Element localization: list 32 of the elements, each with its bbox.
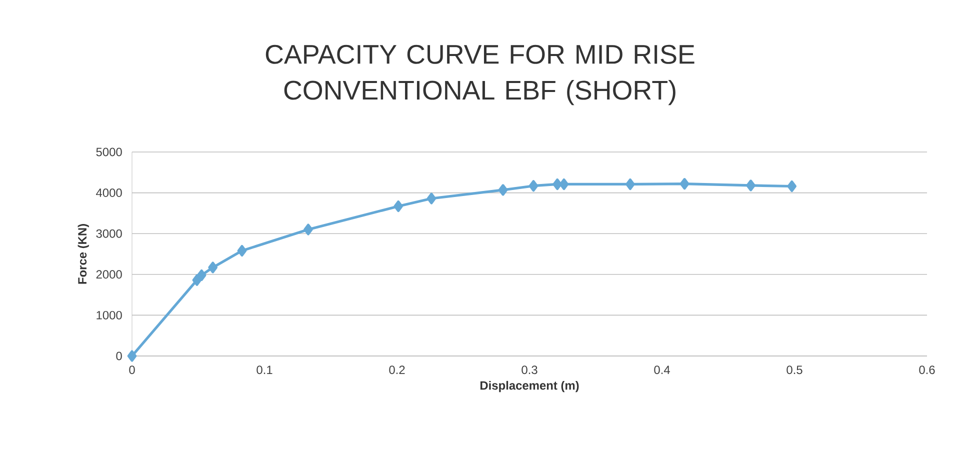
y-tick-label: 3000 [96,229,122,238]
x-axis-title: Displacement (m) [480,380,579,392]
y-axis-title: Force (KN) [78,224,89,284]
x-tick-label: 0.1 [256,366,272,374]
point [498,184,508,196]
y-tick-label: 5000 [96,148,122,156]
y-tick-label: 0 [116,352,122,360]
point [394,200,403,212]
point [680,178,690,190]
point [304,224,313,236]
point [237,244,247,257]
point [559,178,569,190]
point [196,269,206,281]
y-tick-label: 2000 [96,270,122,279]
chart-title: CAPACITY CURVE FOR MID RISE CONVENTIONAL EBF (SHORT) [266,44,694,106]
x-tick-label: 0.5 [786,366,802,374]
point [208,262,218,274]
y-tick-label: 4000 [96,188,122,198]
point [528,180,538,192]
x-tick-label: 0.2 [389,366,405,374]
point [787,180,797,192]
x-tick-label: 0.4 [654,366,670,374]
point [192,274,202,286]
point [127,350,137,362]
point [552,178,562,190]
x-tick-label: 0.3 [522,366,538,374]
point [626,178,635,190]
y-tick-label: 1000 [96,310,122,320]
point [426,192,436,204]
point [746,180,756,192]
x-tick-label: 0.6 [919,366,935,374]
x-tick-label: 0 [129,366,135,374]
